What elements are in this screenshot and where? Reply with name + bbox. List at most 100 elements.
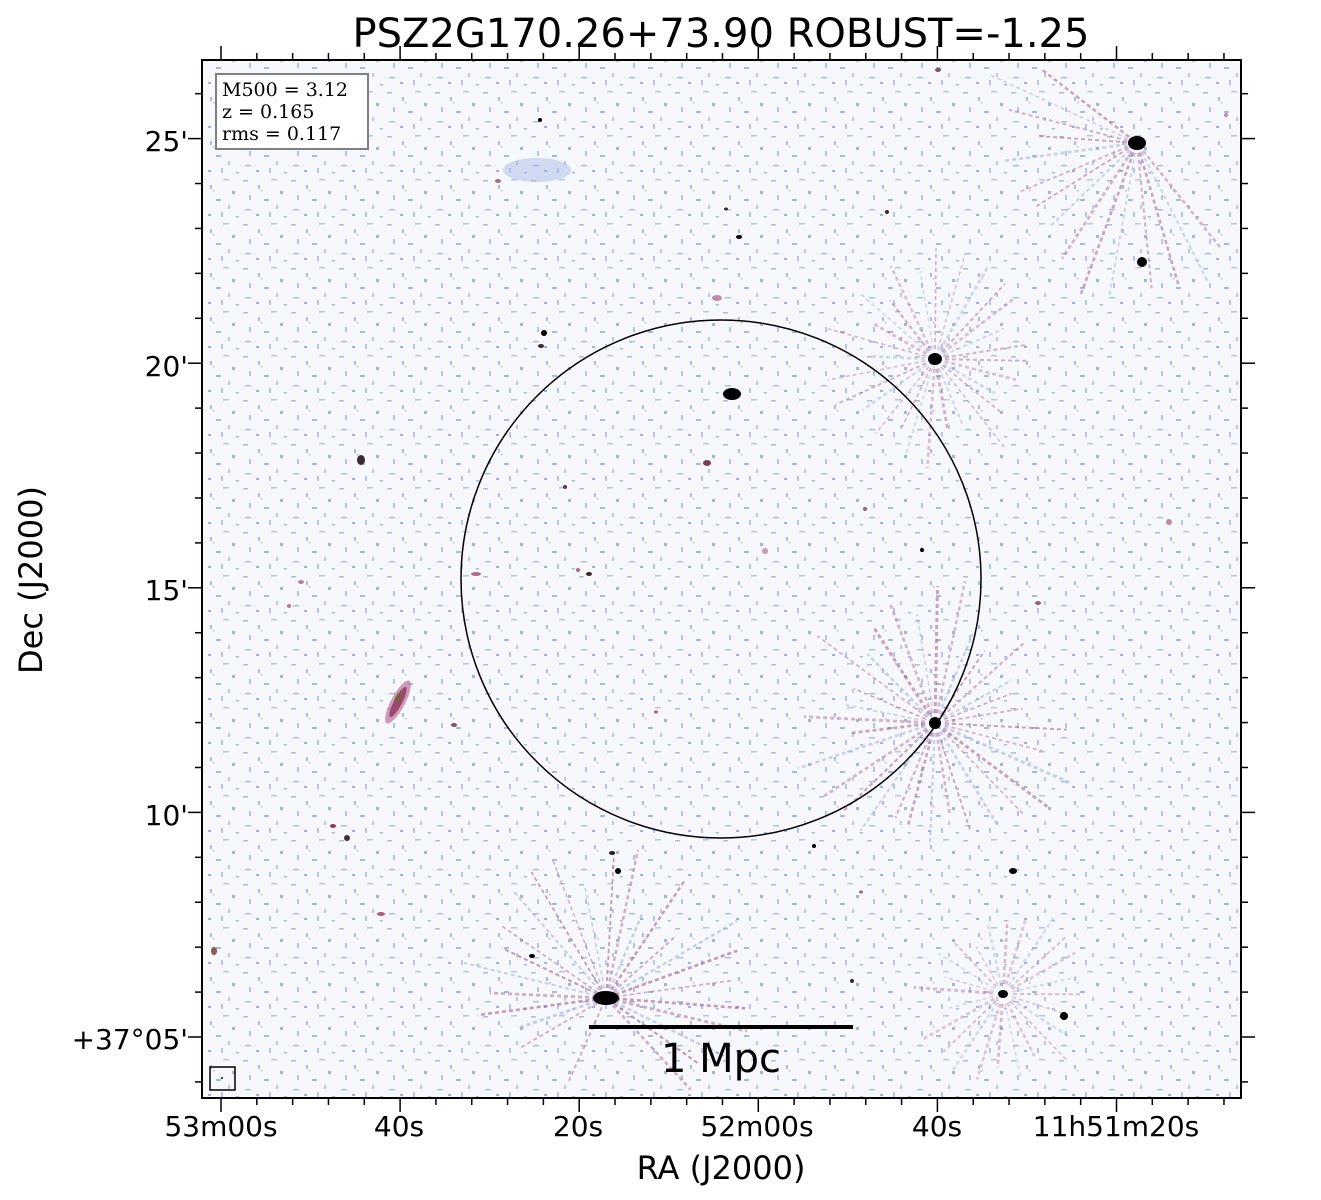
sidelobe-ray	[842, 729, 929, 812]
sidelobe-ray	[1048, 149, 1131, 229]
sidelobe-ray	[874, 366, 930, 434]
info-mass: M500 = 3.12	[222, 79, 348, 101]
sidelobe-ray	[615, 997, 746, 1010]
sidelobe-ray	[861, 363, 928, 412]
y-tick-labels: +37°05' 10' 15' 20' 25'	[72, 125, 188, 1056]
sidelobe-ray	[1012, 996, 1064, 1014]
sidelobe-ray	[952, 940, 997, 988]
sidelobe-ray	[941, 282, 1006, 353]
sidelobe-ray	[1136, 152, 1153, 289]
sidelobe-ray	[975, 946, 999, 986]
sidelobe-ray	[913, 985, 994, 995]
sidelobe-ray	[928, 732, 936, 844]
sidelobe-ray	[943, 362, 996, 395]
axis-ticks	[188, 46, 1255, 1112]
sidelobe-ray	[934, 248, 937, 350]
sidelobe-ray	[519, 1002, 598, 1049]
figure-title: PSZ2G170.26+73.90 ROBUST=-1.25	[353, 11, 1090, 57]
sidelobe-ray	[803, 715, 926, 724]
sidelobe-ray	[919, 271, 935, 350]
x-axis-label: RA (J2000)	[637, 1149, 806, 1187]
sidelobe-ray	[944, 707, 1023, 723]
sidelobe-ray	[798, 724, 926, 770]
sidelobe-ray	[1009, 935, 1068, 988]
noise-texture	[202, 60, 1241, 1098]
sidelobe-ray	[501, 947, 598, 995]
sidelobe-ray	[938, 264, 990, 352]
sidelobe-ray	[894, 731, 933, 819]
x-tick-label: 52m00s	[700, 1110, 813, 1143]
sidelobe-ray	[937, 732, 972, 833]
sidelobe-ray	[835, 362, 927, 406]
sidelobe-ray	[859, 730, 931, 832]
sidelobe-ray	[942, 364, 1002, 413]
sidelobe-ray	[935, 368, 949, 429]
sidelobe-ray	[944, 692, 1013, 721]
sidelobe-ray	[944, 360, 1017, 382]
sidelobe-ray	[944, 976, 994, 992]
sidelobe-ray	[816, 635, 928, 718]
sidelobe-ray	[1140, 151, 1209, 283]
x-tick-label: 53m00s	[164, 1110, 277, 1143]
sidelobe-ray	[614, 1001, 725, 1058]
y-tick-label: 10'	[145, 799, 188, 832]
sidelobe-ray	[1138, 152, 1180, 286]
sidelobe-ray	[935, 580, 967, 714]
sidelobe-ray	[866, 653, 929, 717]
sidelobe-ray	[1108, 152, 1137, 296]
sidelobe-ray	[614, 949, 738, 996]
y-tick-label: 20'	[145, 350, 188, 383]
sidelobe-ray	[943, 679, 1013, 720]
r500-circle	[460, 319, 982, 839]
sidelobe-ray	[988, 73, 1129, 140]
sidelobe-ray	[888, 299, 930, 352]
sidelobe-ray	[944, 724, 1043, 752]
x-tick-label: 40s	[912, 1110, 962, 1143]
sidelobe-ray	[937, 633, 975, 715]
sidelobe-ray	[906, 732, 934, 827]
sidelobe-ray	[463, 962, 597, 997]
sidelobe-ray	[489, 991, 597, 999]
sidelobe-ray	[860, 293, 929, 354]
x-tick-label: 40s	[374, 1110, 424, 1143]
sidelobe-ray	[612, 934, 678, 993]
sidelobe-ray	[1041, 68, 1130, 138]
sidelobe-ray	[1001, 143, 1128, 163]
sidelobe-ray	[986, 923, 1003, 985]
sidelobe-ray	[613, 1002, 700, 1065]
sidelobe-ray	[1002, 919, 1009, 985]
x-tick-label: 11h51m20s	[1033, 1110, 1200, 1143]
sidelobe-ray	[939, 650, 986, 716]
sidelobe-ray	[942, 727, 1050, 809]
sidelobe-patterns	[463, 68, 1223, 1091]
sidelobe-ray	[871, 355, 926, 361]
info-redshift: z = 0.165	[222, 101, 314, 123]
diffuse-patch	[503, 158, 571, 182]
sidelobe-ray	[501, 925, 599, 994]
sidelobe-ray	[606, 849, 640, 989]
x-tick-label: 20s	[553, 1110, 603, 1143]
sidelobe-ray	[904, 368, 934, 458]
sidelobe-ray	[870, 321, 928, 356]
sidelobe-ray	[937, 253, 966, 350]
beam-ellipse	[221, 1077, 223, 1079]
sidelobe-ray	[939, 730, 999, 827]
plot-frame	[201, 59, 1242, 1099]
sidelobe-ray	[477, 998, 597, 1017]
sidelobe-ray	[888, 602, 933, 715]
sidelobe-ray	[605, 850, 616, 989]
y-tick-label: +37°05'	[72, 1023, 188, 1056]
sidelobe-ray	[925, 368, 936, 469]
sidelobe-ray	[584, 886, 605, 989]
sidelobe-ray	[611, 1004, 692, 1091]
sidelobe-ray	[943, 725, 1072, 785]
info-box: M500 = 3.12 z = 0.165 rms = 0.117	[215, 73, 369, 150]
sidelobe-ray	[610, 879, 686, 991]
sidelobe-ray	[1004, 1003, 1022, 1079]
sidelobe-ray	[933, 585, 939, 714]
sidelobe-ray	[975, 1003, 1002, 1080]
radio-sources	[211, 68, 1228, 1020]
sidelobe-ray	[1004, 918, 1028, 985]
sidelobe-ray	[614, 920, 738, 994]
